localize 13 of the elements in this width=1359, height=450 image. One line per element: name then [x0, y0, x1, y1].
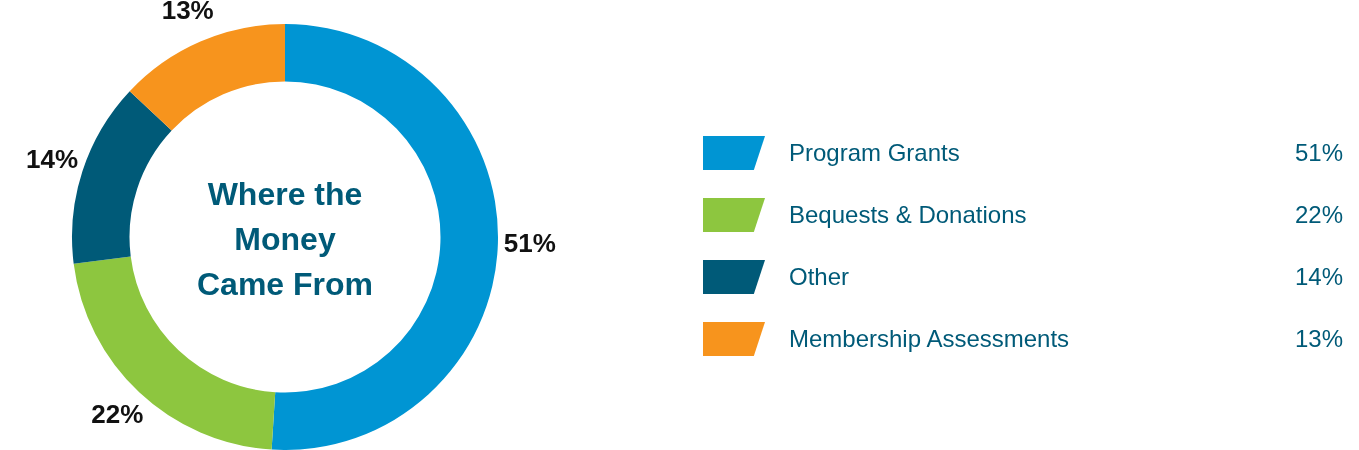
legend-label: Bequests & Donations: [789, 201, 1028, 229]
legend-label: Membership Assessments: [789, 325, 1071, 353]
legend-label: Program Grants: [789, 139, 961, 167]
text: 51%: [1294, 139, 1343, 166]
text: Where the Money Came From: [195, 175, 374, 304]
text: 22%: [1294, 201, 1343, 228]
text: 14%: [1294, 263, 1343, 290]
data-label: 51%: [503, 227, 556, 258]
data-label: 14%: [25, 144, 79, 175]
data-label: 22%: [91, 398, 144, 429]
legend-label: Other: [789, 263, 851, 291]
data-label: 13%: [161, 0, 214, 26]
text: 13%: [1294, 325, 1343, 352]
